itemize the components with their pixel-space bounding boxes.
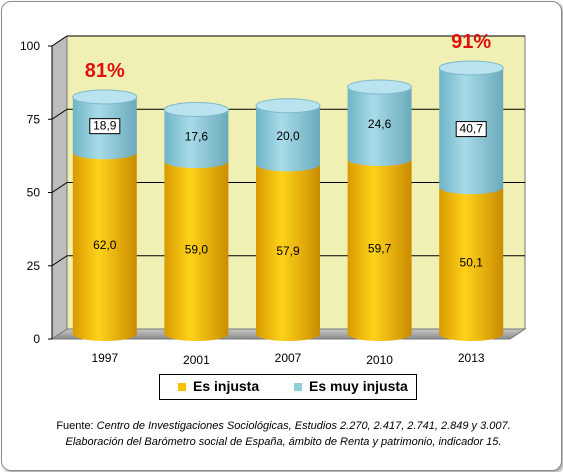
bar-segment-es-injusta (347, 159, 412, 341)
data-label-es-injusta: 59,0 (185, 243, 209, 257)
source-text-2: Elaboración del Barómetro social de Espa… (65, 436, 502, 448)
data-label-es-injusta: 59,7 (368, 242, 392, 256)
total-annotation: 91% (451, 31, 491, 53)
gridline-side (51, 35, 68, 47)
bar-segment-es-injusta (72, 152, 137, 341)
total-annotation: 81% (85, 60, 125, 82)
x-tick-label: 2010 (366, 353, 393, 367)
source-text-1: Centro de Investigaciones Sociológicas, … (96, 420, 511, 432)
legend-swatch-es-muy-injusta (294, 383, 302, 391)
bar-segment-es-muy-injusta (256, 105, 320, 172)
gridline-side (51, 182, 68, 193)
data-label-es-injusta: 57,9 (276, 244, 300, 258)
source-line-1: Fuente: Centro de Investigaciones Sociol… (2, 418, 561, 434)
data-label-es-muy-injusta: 17,6 (185, 129, 209, 143)
source-line-2: Elaboración del Barómetro social de Espa… (2, 434, 561, 450)
data-label-es-injusta: 62,0 (93, 238, 117, 252)
bars-layer (72, 60, 504, 341)
bar-top-cap (347, 79, 413, 95)
bar-top-cap (72, 89, 138, 105)
y-tick-label: 75 (27, 112, 41, 126)
bar-segment-es-injusta (439, 187, 504, 341)
bar-top-cap (438, 60, 504, 76)
gridline-side (51, 255, 68, 267)
y-tick-label: 25 (27, 259, 41, 273)
labels-layer: 62,0 18,9 1997 81% 59,0 17,6 2001 57,9 20,0 2007 5… (85, 31, 492, 367)
bar-top-cap (255, 98, 321, 114)
data-label-box (89, 118, 121, 135)
bar-segment-es-muy-injusta (347, 87, 412, 167)
legend-label-es-injusta: Es injusta (193, 378, 260, 394)
data-label-box (455, 121, 487, 138)
x-tick-label: 2007 (275, 351, 302, 365)
data-label-es-muy-injusta: 40,7 (460, 122, 484, 136)
bar-segment-es-muy-injusta (164, 109, 229, 169)
bar-segment-es-injusta (256, 164, 320, 341)
source-prefix: Fuente: (56, 420, 97, 432)
x-tick-label: 2001 (183, 353, 210, 367)
legend-swatch-es-injusta (178, 383, 186, 391)
bar-segment-es-injusta (164, 161, 229, 341)
x-tick-label: 1997 (91, 351, 118, 365)
data-label-es-muy-injusta: 20,0 (276, 129, 300, 143)
y-tick-label: 100 (20, 39, 40, 53)
data-label-es-muy-injusta: 18,9 (93, 119, 117, 133)
y-tick-label: 0 (33, 332, 40, 346)
source-note: Fuente: Centro de Investigaciones Sociol… (2, 418, 561, 450)
legend-label-es-muy-injusta: Es muy injusta (309, 378, 408, 394)
y-tick-label: 50 (27, 186, 41, 200)
gridline-side (51, 108, 68, 120)
bar-top-cap (163, 102, 229, 118)
data-label-es-injusta: 50,1 (460, 256, 484, 270)
x-tick-label: 2013 (458, 351, 485, 365)
data-label-es-muy-injusta: 24,6 (368, 117, 392, 131)
legend: Es injusta Es muy injusta (159, 374, 417, 400)
